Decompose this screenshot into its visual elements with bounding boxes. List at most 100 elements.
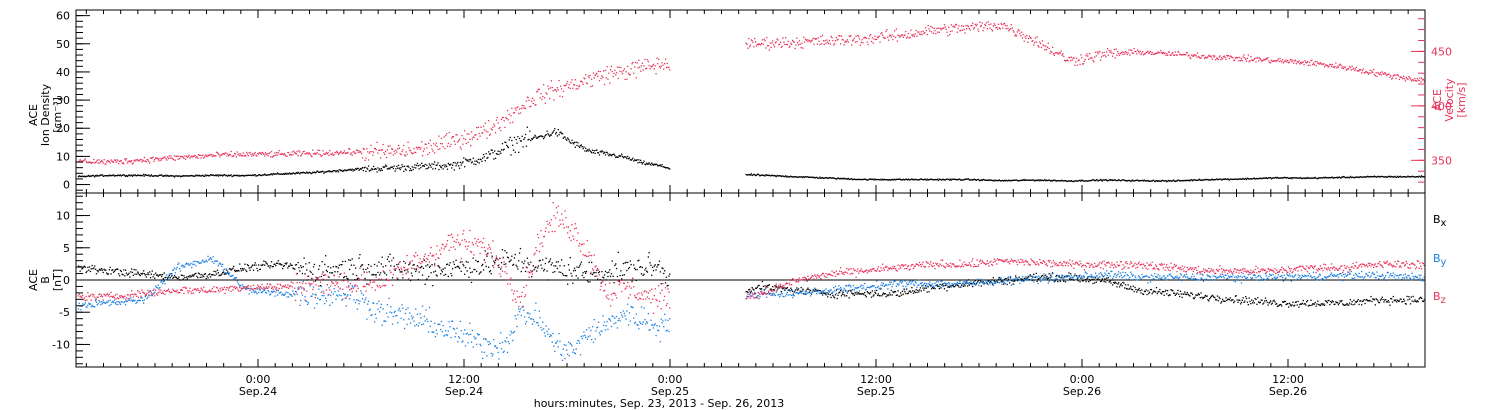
- bx-point: [461, 261, 463, 263]
- bx-point: [849, 289, 851, 292]
- velocity-point: [521, 104, 523, 107]
- density-point: [866, 179, 868, 181]
- velocity-point: [400, 154, 402, 156]
- density-point: [394, 170, 396, 172]
- density-point: [985, 179, 988, 181]
- bx-point: [1204, 294, 1206, 297]
- velocity-point: [893, 35, 895, 37]
- by-point: [105, 302, 107, 304]
- density-point: [117, 174, 119, 176]
- bx-point: [504, 250, 506, 252]
- bx-point: [871, 290, 873, 292]
- bx-point: [1185, 293, 1188, 296]
- bx-point: [998, 276, 1000, 279]
- density-point: [416, 162, 419, 165]
- density-point: [544, 135, 546, 137]
- velocity-point: [608, 72, 610, 74]
- density-point: [500, 152, 502, 154]
- bx-point: [82, 266, 85, 268]
- density-point: [658, 164, 661, 167]
- density-point: [1214, 178, 1216, 181]
- velocity-point: [1288, 61, 1291, 63]
- bx-point: [990, 280, 992, 283]
- by-point: [281, 294, 283, 296]
- by-point: [207, 255, 209, 257]
- velocity-point: [109, 162, 111, 164]
- bx-point: [488, 266, 490, 268]
- density-point: [1227, 178, 1230, 181]
- velocity-point: [211, 155, 213, 158]
- velocity-point: [351, 154, 353, 156]
- bx-point: [431, 264, 433, 266]
- bx-point: [444, 267, 446, 269]
- bx-point: [463, 265, 465, 267]
- density-point: [1161, 179, 1164, 181]
- bx-point: [997, 279, 1000, 281]
- velocity-point: [228, 153, 231, 156]
- velocity-point: [1306, 61, 1309, 63]
- density-point: [1052, 180, 1054, 182]
- bx-point: [567, 283, 569, 285]
- velocity-point: [1373, 73, 1376, 76]
- density-point: [911, 178, 913, 180]
- velocity-point: [549, 87, 552, 89]
- bx-point: [311, 277, 313, 280]
- bx-point: [1230, 300, 1232, 302]
- by-point: [347, 294, 349, 296]
- by-point: [371, 314, 373, 316]
- bx-point: [664, 282, 667, 284]
- bx-point: [1320, 303, 1322, 305]
- density-point: [531, 138, 533, 140]
- bx-point: [1112, 284, 1114, 286]
- velocity-point: [567, 81, 569, 83]
- bx-point: [1313, 303, 1315, 305]
- density-point: [1014, 179, 1016, 181]
- density-point: [520, 140, 522, 142]
- velocity-point: [1052, 46, 1054, 48]
- bx-point: [967, 285, 969, 287]
- by-point: [284, 293, 286, 295]
- velocity-point: [1191, 55, 1194, 57]
- density-point: [446, 168, 449, 170]
- velocity-point: [1264, 59, 1266, 61]
- velocity-point: [1038, 46, 1040, 48]
- velocity-point: [1342, 66, 1344, 68]
- velocity-point: [1167, 54, 1169, 56]
- bx-point: [300, 265, 302, 267]
- bx-point: [285, 263, 287, 265]
- by-point: [295, 291, 298, 293]
- velocity-point: [500, 118, 503, 121]
- bx-point: [757, 285, 759, 287]
- bx-point: [190, 276, 192, 278]
- velocity-point: [546, 93, 548, 95]
- by-point: [185, 262, 188, 264]
- velocity-point: [1083, 60, 1085, 62]
- bx-point: [415, 270, 417, 273]
- velocity-point: [215, 151, 218, 153]
- bx-point: [126, 274, 128, 276]
- bx-point: [112, 269, 114, 271]
- bx-point: [203, 273, 206, 275]
- velocity-point: [94, 161, 97, 163]
- density-point: [381, 169, 383, 171]
- velocity-point: [603, 83, 606, 86]
- by-point: [340, 294, 342, 297]
- velocity-point: [198, 154, 201, 157]
- density-point: [1130, 180, 1133, 182]
- velocity-point: [314, 153, 316, 155]
- density-point: [1122, 179, 1124, 181]
- velocity-point: [1365, 70, 1367, 73]
- velocity-point: [208, 155, 210, 157]
- density-point: [164, 175, 166, 177]
- density-point: [564, 136, 566, 138]
- velocity-point: [1348, 68, 1350, 70]
- velocity-point: [183, 157, 185, 159]
- bx-point: [445, 273, 447, 276]
- density-point: [114, 174, 116, 177]
- bx-point: [1050, 275, 1052, 277]
- bx-point: [1192, 297, 1194, 299]
- density-point: [833, 177, 836, 179]
- velocity-point: [573, 83, 575, 86]
- velocity-point: [1033, 44, 1035, 46]
- bx-point: [581, 274, 583, 277]
